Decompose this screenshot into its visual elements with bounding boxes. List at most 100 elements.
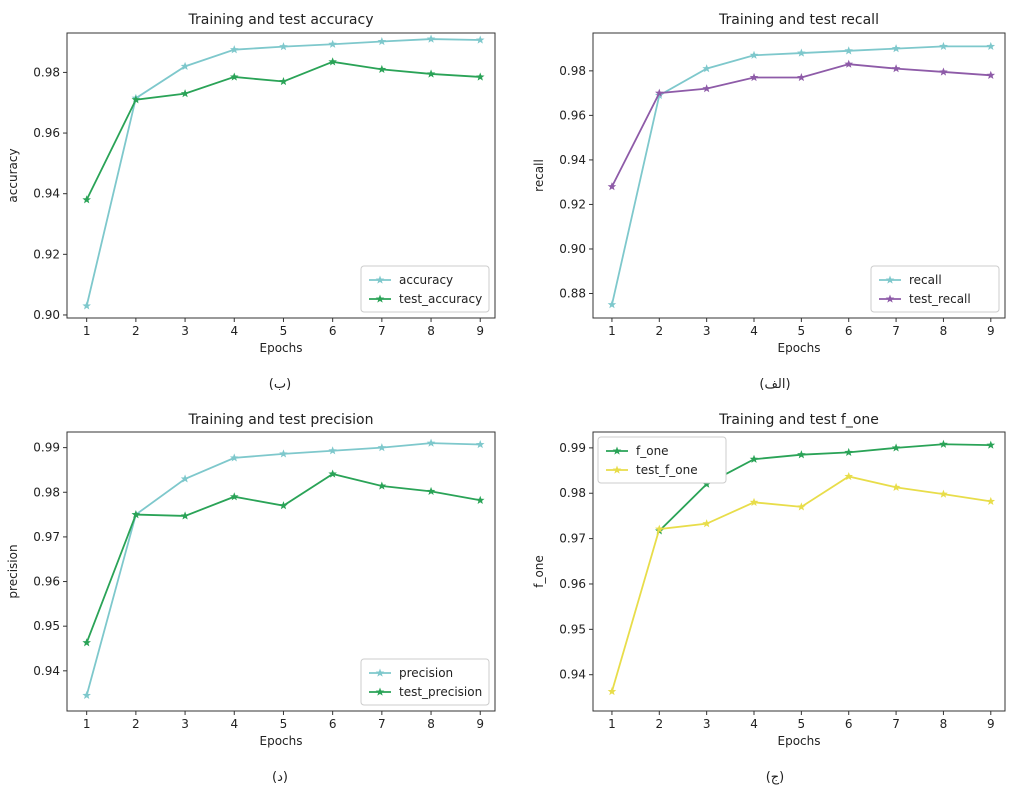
recall-series-point-1 <box>844 59 853 68</box>
precision-legend-box <box>360 658 490 706</box>
accuracy-series-point-0 <box>475 35 485 44</box>
f-one-legend-box <box>597 436 727 484</box>
f-one-legend-label-1: test_f_one <box>636 463 698 477</box>
precision-legend-label-0: precision <box>399 666 453 680</box>
recall-legend-label-1: test_recall <box>909 292 971 306</box>
precision-chart-caption: (د) <box>272 770 288 785</box>
precision-x-tick-label: 9 <box>476 717 484 731</box>
precision-x-tick-label: 2 <box>132 717 140 731</box>
f-one-series-point-1 <box>749 497 759 506</box>
f-one-x-tick-label: 8 <box>940 717 948 731</box>
accuracy-y-tick-label: 0.92 <box>33 247 60 261</box>
accuracy-x-axis-label: Epochs <box>260 341 303 355</box>
accuracy-chart-title: Training and test accuracy <box>188 12 374 28</box>
f-one-series-point-1 <box>655 524 664 533</box>
f-one-x-tick-label: 3 <box>703 717 711 731</box>
precision-chart-title: Training and test precision <box>188 412 374 428</box>
recall-x-tick-label: 7 <box>892 324 900 338</box>
f-one-series-point-0 <box>986 440 996 449</box>
f-one-legend-label-0: f_one <box>636 444 669 458</box>
accuracy-series-point-1 <box>180 89 190 98</box>
precision-legend-label-1: test_precision <box>399 685 482 699</box>
precision-series-point-0 <box>279 449 288 458</box>
accuracy-y-tick-label: 0.94 <box>33 187 60 201</box>
accuracy-legend-marker-0 <box>375 275 385 284</box>
accuracy-y-tick-label: 0.90 <box>33 308 60 322</box>
recall-x-tick-label: 1 <box>608 324 616 338</box>
f-one-chart-title: Training and test f_one <box>718 412 879 428</box>
recall-series-point-1 <box>891 64 901 73</box>
recall-x-tick-label: 4 <box>750 324 758 338</box>
accuracy-series-point-1 <box>377 64 387 74</box>
recall-series-point-1 <box>986 70 996 79</box>
recall-legend-marker-0 <box>885 275 895 284</box>
precision-series-point-1 <box>229 492 239 501</box>
accuracy-chart: Training and test accuracy 1 2 3 4 5 6 7 8 9 0.90 0… <box>6 12 496 355</box>
f-one-series-point-0 <box>891 443 901 452</box>
accuracy-series-point-1 <box>328 57 337 66</box>
precision-y-tick-label: 0.98 <box>33 485 60 499</box>
accuracy-x-tick-label: 3 <box>181 324 189 338</box>
accuracy-series-point-0 <box>377 36 387 46</box>
accuracy-series-point-0 <box>426 34 436 43</box>
f-one-series-point-0 <box>702 479 711 488</box>
recall-x-tick-label: 9 <box>987 324 995 338</box>
precision-x-tick-label: 8 <box>427 717 435 731</box>
accuracy-x-tick-label: 1 <box>83 324 91 338</box>
accuracy-x-tick-label: 6 <box>329 324 337 338</box>
accuracy-legend-label-0: accuracy <box>399 273 453 287</box>
accuracy-legend-label-1: test_accuracy <box>399 292 482 306</box>
recall-x-axis-label: Epochs <box>778 341 821 355</box>
recall-chart: Training and test recall 1 2 3 4 5 6 7 8 9 0.88 0.9… <box>532 12 1006 355</box>
precision-series-point-1 <box>475 495 485 504</box>
accuracy-legend-marker-1 <box>375 294 385 303</box>
precision-legend-marker-1 <box>375 687 385 696</box>
f-one-x-tick-label: 6 <box>845 717 853 731</box>
f-one-series-point-1 <box>891 482 901 491</box>
precision-x-tick-label: 3 <box>181 717 189 731</box>
f-one-series-point-1 <box>702 519 711 528</box>
f-one-series-point-0 <box>939 439 948 448</box>
precision-y-tick-label: 0.97 <box>33 530 60 544</box>
f-one-y-tick-label: 0.97 <box>559 532 586 546</box>
f-one-x-tick-label: 2 <box>655 717 663 731</box>
f-one-chart-panel: Training and test f_one 1 2 3 4 5 6 7 8 9 0.94 0.95… <box>505 397 1010 794</box>
recall-x-tick-label: 2 <box>655 324 663 338</box>
recall-series-point-0 <box>844 46 853 55</box>
recall-chart-panel: Training and test recall 1 2 3 4 5 6 7 8 9 0.88 0.9… <box>505 0 1010 397</box>
precision-y-tick-label: 0.95 <box>33 619 60 633</box>
f-one-series-point-1 <box>607 686 617 696</box>
accuracy-series-point-0 <box>82 301 91 310</box>
precision-series-point-1 <box>426 486 436 496</box>
accuracy-y-axis-label: accuracy <box>6 148 20 202</box>
recall-series-line-1 <box>611 63 991 188</box>
f-one-x-tick-label: 4 <box>750 717 758 731</box>
recall-series-point-0 <box>607 300 617 309</box>
recall-x-tick-label: 6 <box>845 324 853 338</box>
f-one-y-tick-label: 0.94 <box>559 668 586 682</box>
f-one-series-point-0 <box>797 450 806 459</box>
recall-series-point-0 <box>749 50 759 59</box>
f-one-legend-marker-0 <box>612 446 622 455</box>
accuracy-x-tick-label: 7 <box>378 324 386 338</box>
precision-series-point-0 <box>82 690 91 700</box>
accuracy-x-tick-label: 8 <box>427 324 435 338</box>
f-one-series-point-1 <box>939 489 948 498</box>
f-one-series-point-0 <box>844 447 853 457</box>
f-one-y-tick-label: 0.96 <box>559 577 586 591</box>
accuracy-series-point-0 <box>229 45 239 54</box>
precision-y-tick-label: 0.99 <box>33 441 60 455</box>
recall-series-point-1 <box>797 73 806 82</box>
recall-y-tick-label: 0.98 <box>559 64 586 78</box>
recall-series-point-1 <box>939 67 948 76</box>
f-one-series-point-1 <box>797 502 806 511</box>
recall-chart-title: Training and test recall <box>718 12 879 28</box>
precision-chart: Training and test precision 1 2 3 4 5 6 7 8 9 0.94… <box>6 412 496 748</box>
accuracy-series-point-0 <box>279 42 288 51</box>
f-one-y-tick-label: 0.98 <box>559 486 586 500</box>
recall-legend-box <box>870 265 1000 313</box>
precision-y-tick-label: 0.94 <box>33 664 60 678</box>
accuracy-series-point-1 <box>131 95 141 104</box>
recall-y-tick-label: 0.92 <box>559 197 586 211</box>
accuracy-x-tick-label: 9 <box>476 324 484 338</box>
